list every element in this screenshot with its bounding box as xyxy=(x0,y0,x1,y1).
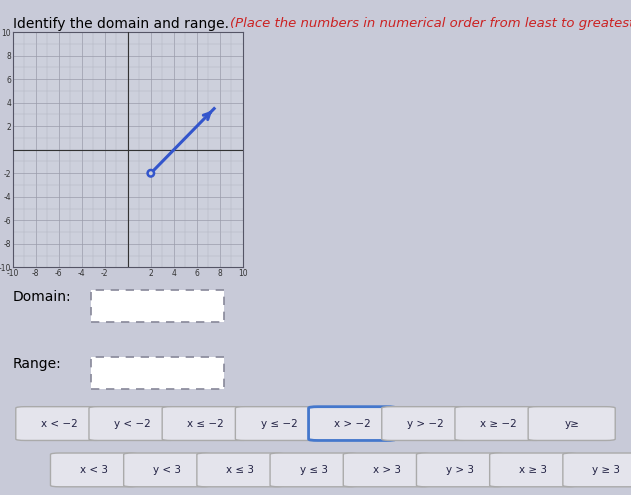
Text: x < 3: x < 3 xyxy=(80,465,108,475)
FancyBboxPatch shape xyxy=(91,357,224,389)
FancyBboxPatch shape xyxy=(382,407,469,441)
Text: y ≤ −2: y ≤ −2 xyxy=(261,419,297,429)
Text: Domain:: Domain: xyxy=(13,290,71,304)
FancyBboxPatch shape xyxy=(89,407,176,441)
Text: x ≤ 3: x ≤ 3 xyxy=(227,465,254,475)
FancyBboxPatch shape xyxy=(490,453,577,487)
FancyBboxPatch shape xyxy=(343,453,430,487)
Text: y ≥ 3: y ≥ 3 xyxy=(593,465,620,475)
Text: (Place the numbers in numerical order from least to greatest.): (Place the numbers in numerical order fr… xyxy=(230,17,631,30)
Text: y≥: y≥ xyxy=(564,419,579,429)
Text: x ≥ −2: x ≥ −2 xyxy=(480,419,517,429)
Text: y ≤ 3: y ≤ 3 xyxy=(300,465,327,475)
FancyBboxPatch shape xyxy=(124,453,211,487)
FancyBboxPatch shape xyxy=(563,453,631,487)
FancyBboxPatch shape xyxy=(528,407,615,441)
FancyBboxPatch shape xyxy=(50,453,138,487)
Circle shape xyxy=(148,170,154,177)
Text: x > −2: x > −2 xyxy=(334,419,370,429)
FancyBboxPatch shape xyxy=(455,407,542,441)
Text: Range:: Range: xyxy=(13,357,61,371)
Text: x > 3: x > 3 xyxy=(373,465,401,475)
FancyBboxPatch shape xyxy=(197,453,284,487)
FancyBboxPatch shape xyxy=(16,407,103,441)
FancyBboxPatch shape xyxy=(270,453,357,487)
Text: x < −2: x < −2 xyxy=(41,419,78,429)
Text: y < −2: y < −2 xyxy=(114,419,151,429)
Text: x ≥ 3: x ≥ 3 xyxy=(519,465,547,475)
Text: y > −2: y > −2 xyxy=(407,419,444,429)
FancyBboxPatch shape xyxy=(309,407,396,441)
Text: y < 3: y < 3 xyxy=(153,465,181,475)
FancyBboxPatch shape xyxy=(416,453,504,487)
FancyBboxPatch shape xyxy=(235,407,322,441)
FancyBboxPatch shape xyxy=(91,291,224,322)
Text: y > 3: y > 3 xyxy=(446,465,474,475)
FancyBboxPatch shape xyxy=(162,407,249,441)
Text: x ≤ −2: x ≤ −2 xyxy=(187,419,224,429)
Text: Identify the domain and range.: Identify the domain and range. xyxy=(13,17,228,31)
